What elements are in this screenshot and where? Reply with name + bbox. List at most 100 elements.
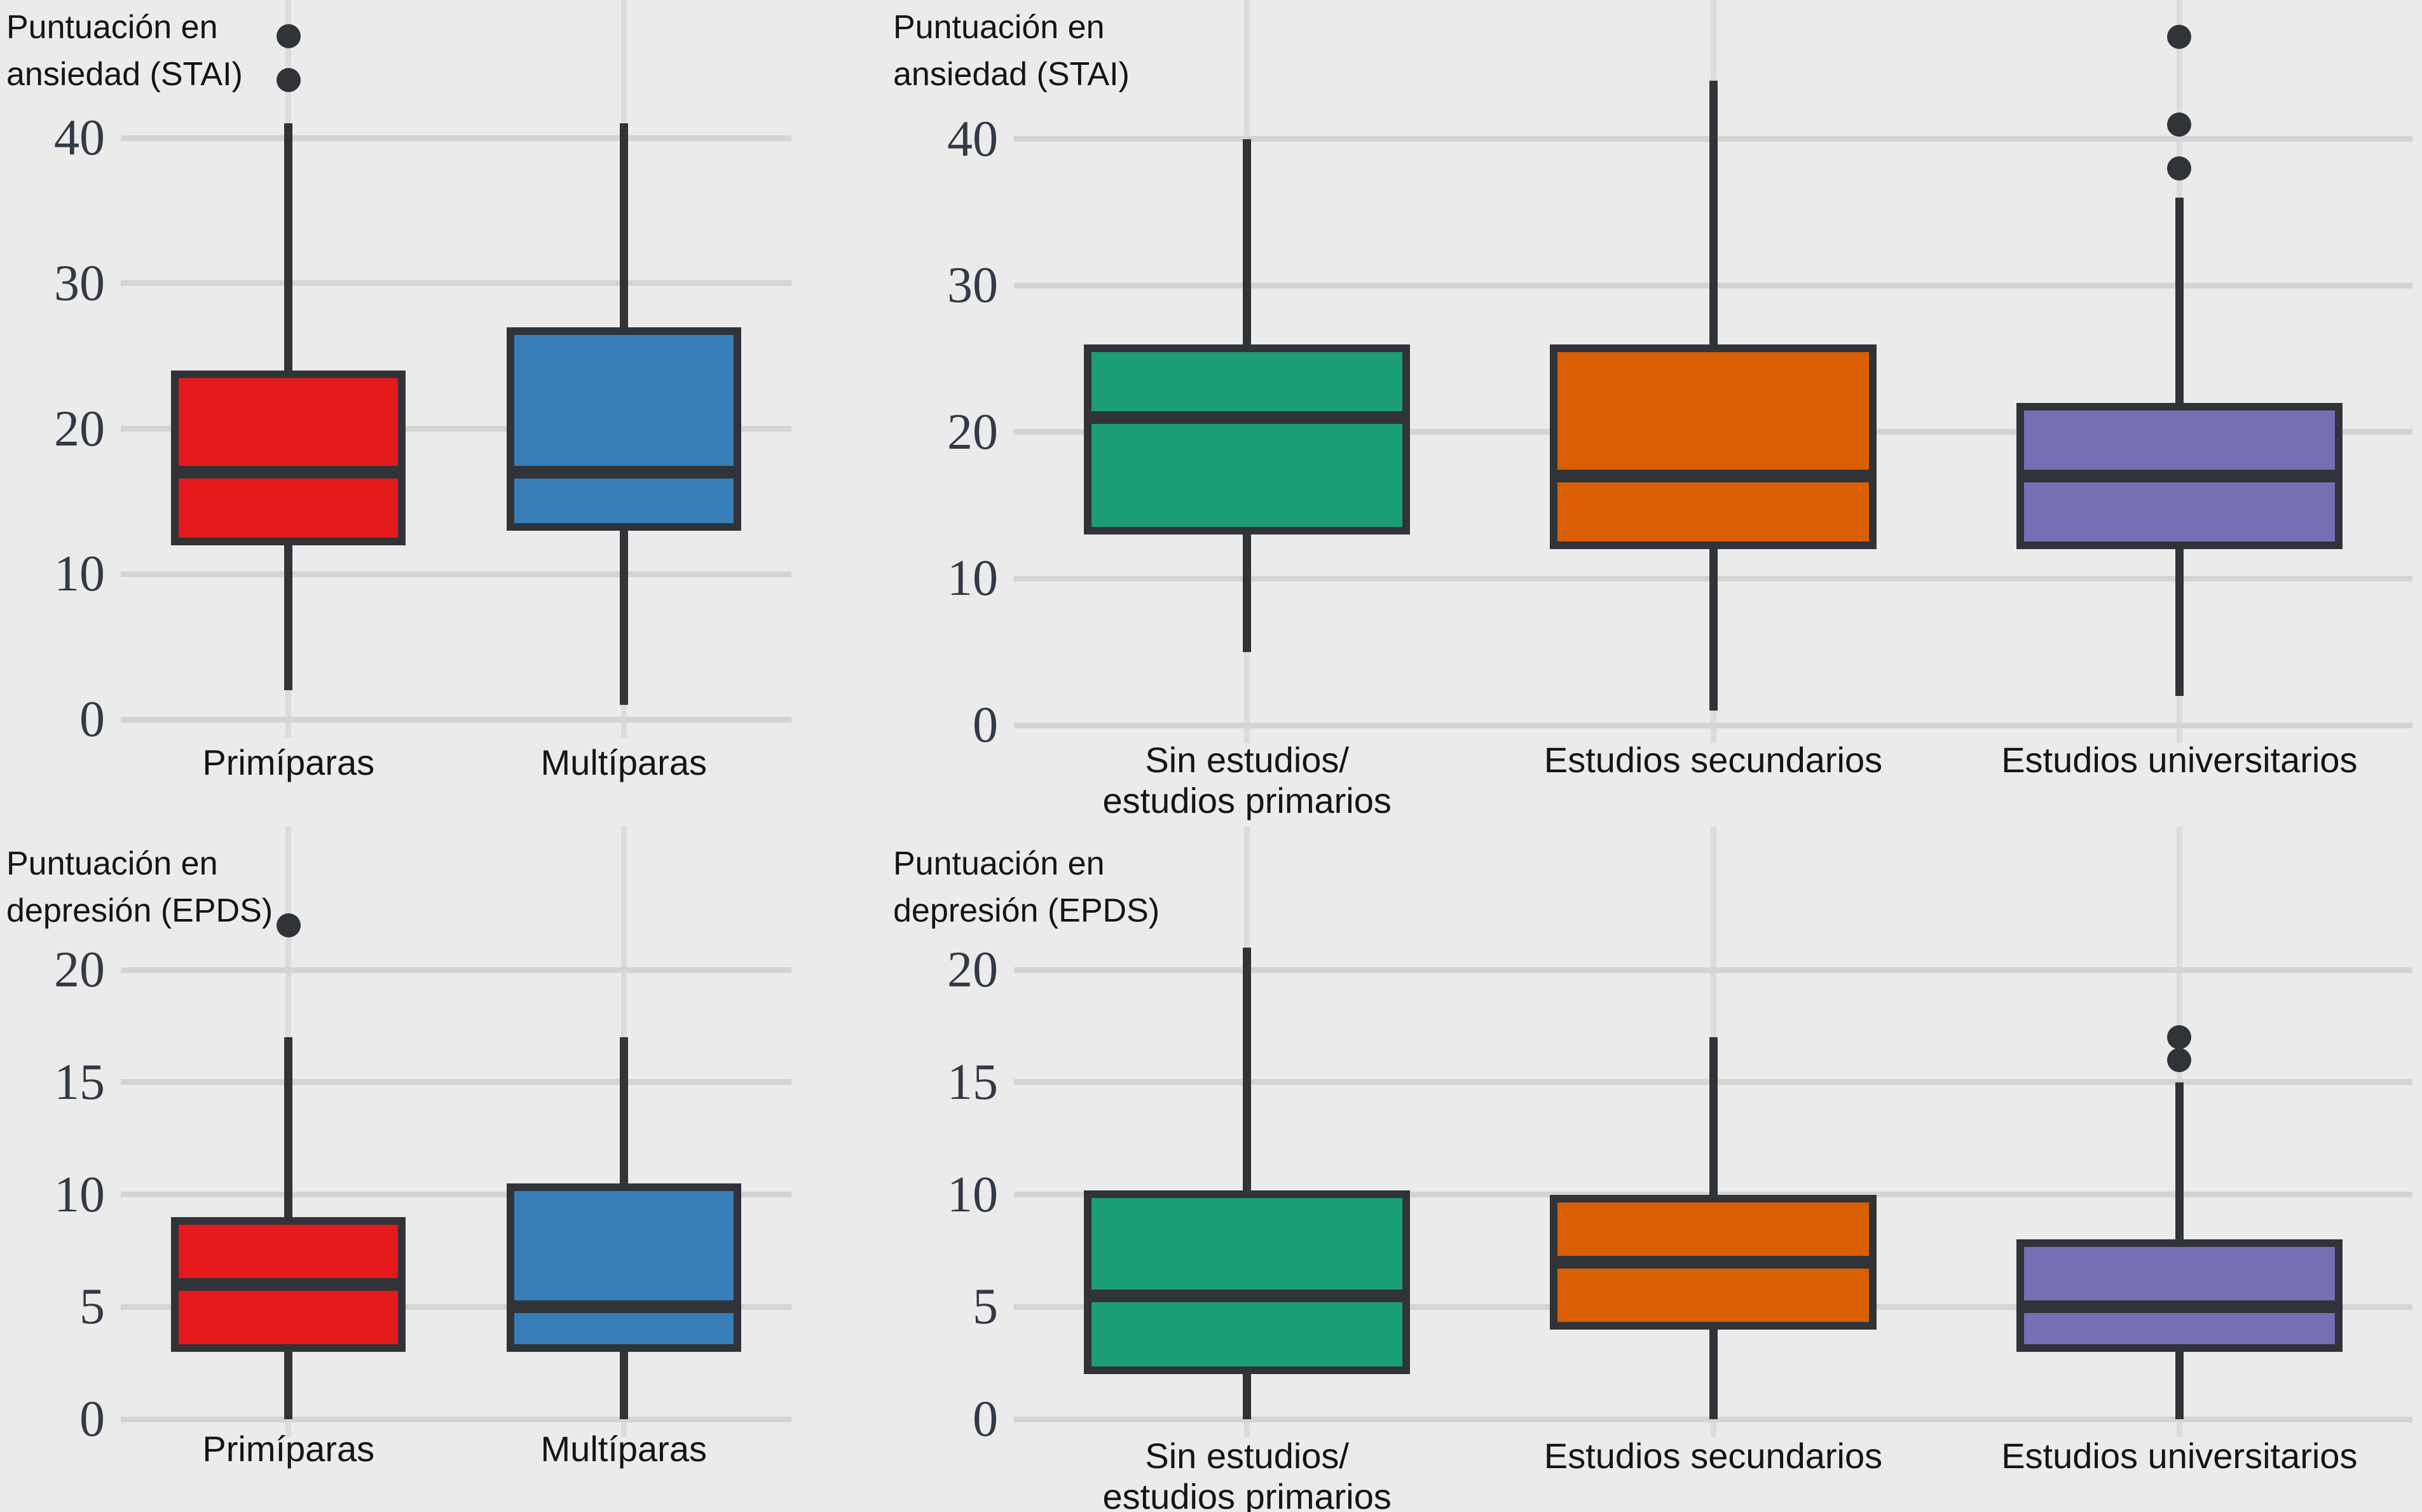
y-gridline [121, 135, 791, 141]
category-label-line: Estudios universitarios [2001, 1436, 2358, 1476]
y-tick-label: 10 [947, 550, 998, 607]
category-label-estudios-secundarios: Estudios secundarios [1472, 740, 1955, 780]
outlier-dot-estudios-universitarios [2167, 1047, 2192, 1072]
y-axis-title-line: Puntuación en [893, 9, 1105, 46]
y-axis-title-line: depresión (EPDS) [6, 892, 273, 929]
category-label-primiparas: Primíparas [47, 742, 530, 783]
category-label-primiparas: Primíparas [47, 1429, 530, 1469]
box-sin-estudios-estudios-primarios [1084, 1190, 1411, 1375]
panel-anxiety-by-parity: Puntuación en ansiedad (STAI) 0 10 20 30 40 P… [0, 0, 833, 826]
category-label-estudios-secundarios: Estudios secundarios [1472, 1436, 1955, 1476]
y-tick-label: 10 [947, 1166, 998, 1223]
outlier-dot-primiparas [276, 913, 301, 937]
y-tick-label: 5 [973, 1279, 998, 1335]
y-axis-title: Puntuación en ansiedad (STAI) [6, 4, 243, 98]
median-line-sin-estudios-estudios-primarios [1084, 1289, 1411, 1302]
median-line-estudios-secundarios [1550, 470, 1877, 483]
y-tick-label: 30 [947, 257, 998, 314]
panel-depression-by-education: Puntuación en depresión (EPDS) 0 5 10 15 20 S… [833, 826, 2422, 1512]
box-estudios-universitarios [2016, 1239, 2343, 1352]
y-gridline [121, 1079, 791, 1086]
category-label-line: Sin estudios/ [1145, 740, 1349, 780]
outlier-dot-estudios-universitarios [2167, 112, 2192, 137]
y-tick-label: 15 [54, 1054, 105, 1110]
outlier-dot-estudios-universitarios [2167, 1025, 2192, 1050]
y-tick-label: 0 [79, 691, 105, 747]
outlier-dot-estudios-universitarios [2167, 24, 2192, 49]
y-gridline [121, 1192, 791, 1198]
category-label-line: estudios primarios [1102, 1476, 1392, 1512]
y-gridline [121, 426, 791, 432]
y-tick-label: 10 [54, 1166, 105, 1223]
box-multiparas [506, 1183, 741, 1352]
y-gridline [121, 571, 791, 577]
category-label-sin-estudios-estudios-primarios: Sin estudios/estudios primarios [1006, 740, 1489, 821]
y-tick-label: 30 [54, 255, 105, 311]
y-tick-label: 10 [54, 546, 105, 603]
y-tick-label: 0 [79, 1391, 105, 1447]
y-axis-title: Puntuación en ansiedad (STAI) [893, 4, 1130, 98]
plot-area-anxiety-by-parity: 0 10 20 30 40 Primíparas Multíparas [54, 0, 791, 782]
category-label-line: Estudios universitarios [2001, 740, 2358, 780]
y-gridline [1014, 1416, 2412, 1422]
category-label-sin-estudios-estudios-primarios: Sin estudios/estudios primarios [1006, 1436, 1489, 1512]
median-line-estudios-secundarios [1550, 1255, 1877, 1269]
category-label-line: Estudios secundarios [1543, 740, 1883, 780]
box-primiparas [171, 371, 406, 545]
panel-depression-by-parity: Puntuación en depresión (EPDS) 0 5 10 15 20 P… [0, 826, 833, 1512]
median-line-primiparas [171, 1277, 406, 1291]
box-estudios-secundarios [1550, 344, 1877, 550]
y-axis-title: Puntuación en depresión (EPDS) [6, 840, 273, 934]
category-label-line: estudios primarios [1102, 780, 1392, 821]
y-tick-label: 20 [54, 400, 105, 457]
median-line-estudios-universitarios [2016, 470, 2343, 483]
category-label-line: Primíparas [202, 1429, 375, 1469]
category-label-multiparas: Multíparas [382, 1429, 865, 1469]
category-label-line: Estudios secundarios [1543, 1436, 1883, 1476]
median-line-multiparas [506, 466, 741, 479]
y-axis-title-line: Puntuación en [893, 845, 1105, 882]
category-label-multiparas: Multíparas [382, 742, 865, 783]
category-label-line: Multíparas [540, 742, 707, 782]
median-line-multiparas [506, 1300, 741, 1314]
y-tick-label: 15 [947, 1054, 998, 1110]
category-label-line: Primíparas [202, 742, 375, 782]
y-axis-title-line: depresión (EPDS) [893, 892, 1160, 929]
y-axis-title-line: Puntuación en [6, 9, 218, 46]
y-axis-title-line: ansiedad (STAI) [893, 56, 1130, 93]
y-gridline [121, 280, 791, 287]
y-gridline [121, 1416, 791, 1422]
panel-anxiety-by-education: Puntuación en ansiedad (STAI) 0 10 20 30 40 S… [833, 0, 2422, 826]
y-gridline [121, 1304, 791, 1310]
y-tick-label: 20 [54, 942, 105, 998]
median-line-estudios-universitarios [2016, 1300, 2343, 1314]
plot-area-anxiety-by-education: 0 10 20 30 40 Sin estudios/estudios primarios… [947, 0, 2412, 821]
plot-area-depression-by-education: 0 5 10 15 20 Sin estudios/estudios primarios E… [947, 826, 2412, 1512]
y-tick-label: 40 [54, 110, 105, 167]
y-tick-label: 20 [947, 942, 998, 998]
box-multiparas [506, 327, 741, 531]
y-axis-title: Puntuación en depresión (EPDS) [893, 840, 1160, 934]
outlier-dot-estudios-universitarios [2167, 156, 2192, 181]
y-gridline [1014, 722, 2412, 728]
category-label-estudios-universitarios: Estudios universitarios [1938, 1436, 2421, 1476]
y-gridline [1014, 967, 2412, 973]
y-tick-label: 40 [947, 111, 998, 167]
median-line-sin-estudios-estudios-primarios [1084, 411, 1411, 424]
y-tick-label: 20 [947, 404, 998, 460]
box-sin-estudios-estudios-primarios [1084, 344, 1411, 535]
category-label-line: Multíparas [540, 1429, 707, 1469]
y-gridline [121, 967, 791, 973]
outlier-dot-primiparas [276, 67, 301, 92]
y-axis-title-line: ansiedad (STAI) [6, 56, 243, 93]
y-axis-title-line: Puntuación en [6, 845, 218, 882]
category-label-estudios-universitarios: Estudios universitarios [1938, 740, 2421, 780]
plot-area-depression-by-parity: 0 5 10 15 20 Primíparas Multíparas [54, 826, 791, 1469]
y-tick-label: 0 [973, 697, 998, 753]
median-line-primiparas [171, 466, 406, 479]
y-gridline [121, 716, 791, 723]
category-label-line: Sin estudios/ [1145, 1436, 1349, 1476]
outlier-dot-primiparas [276, 24, 301, 49]
y-tick-label: 0 [973, 1391, 998, 1447]
